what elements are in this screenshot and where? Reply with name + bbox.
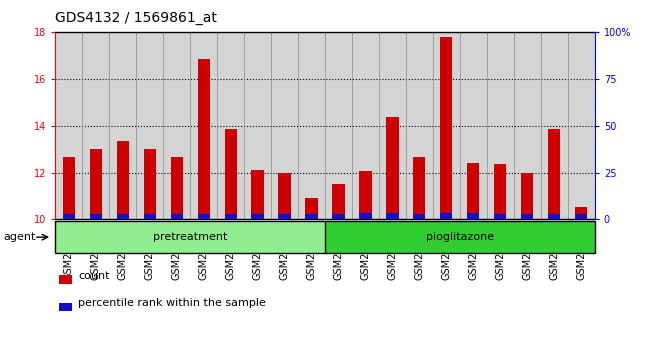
Bar: [467, 163, 480, 219]
Bar: [109, 32, 136, 219]
Bar: [190, 32, 217, 219]
Bar: [575, 207, 588, 219]
Bar: [325, 221, 595, 253]
Bar: [278, 172, 291, 219]
Bar: [116, 214, 129, 219]
Bar: [332, 214, 345, 219]
Bar: [325, 32, 352, 219]
Text: pioglitazone: pioglitazone: [426, 232, 494, 242]
Bar: [90, 214, 102, 219]
Bar: [460, 32, 487, 219]
Bar: [298, 32, 325, 219]
Bar: [62, 157, 75, 219]
Text: pretreatment: pretreatment: [153, 232, 228, 242]
Bar: [198, 59, 210, 219]
Bar: [332, 184, 345, 219]
Bar: [413, 157, 426, 219]
Bar: [163, 32, 190, 219]
Bar: [440, 213, 452, 219]
Bar: [55, 32, 83, 219]
Bar: [252, 170, 264, 219]
Bar: [487, 32, 514, 219]
Text: agent: agent: [3, 232, 36, 242]
Bar: [136, 32, 163, 219]
Bar: [440, 36, 452, 219]
Bar: [413, 213, 426, 219]
Bar: [575, 214, 588, 219]
Bar: [386, 118, 398, 219]
Bar: [82, 32, 109, 219]
Bar: [217, 32, 244, 219]
Bar: [58, 303, 72, 311]
Bar: [58, 275, 72, 284]
Bar: [224, 129, 237, 219]
Bar: [548, 214, 560, 219]
Bar: [62, 214, 75, 219]
Bar: [252, 214, 264, 219]
Bar: [55, 221, 325, 253]
Bar: [433, 32, 460, 219]
Bar: [144, 149, 156, 219]
Text: GDS4132 / 1569861_at: GDS4132 / 1569861_at: [55, 11, 217, 25]
Bar: [144, 213, 156, 219]
Bar: [359, 171, 372, 219]
Bar: [494, 214, 506, 219]
Bar: [198, 213, 210, 219]
Bar: [352, 32, 379, 219]
Text: percentile rank within the sample: percentile rank within the sample: [78, 298, 266, 308]
Bar: [541, 32, 568, 219]
Bar: [90, 149, 102, 219]
Bar: [170, 214, 183, 219]
Bar: [568, 32, 595, 219]
Bar: [494, 164, 506, 219]
Bar: [359, 213, 372, 219]
Bar: [386, 213, 398, 219]
Bar: [306, 214, 318, 219]
Bar: [278, 214, 291, 219]
Bar: [224, 214, 237, 219]
Bar: [521, 214, 534, 219]
Bar: [244, 32, 271, 219]
Bar: [271, 32, 298, 219]
Bar: [116, 141, 129, 219]
Bar: [514, 32, 541, 219]
Bar: [521, 172, 534, 219]
Bar: [379, 32, 406, 219]
Bar: [306, 198, 318, 219]
Bar: [467, 213, 480, 219]
Bar: [406, 32, 433, 219]
Text: count: count: [78, 271, 109, 281]
Bar: [548, 129, 560, 219]
Bar: [170, 157, 183, 219]
